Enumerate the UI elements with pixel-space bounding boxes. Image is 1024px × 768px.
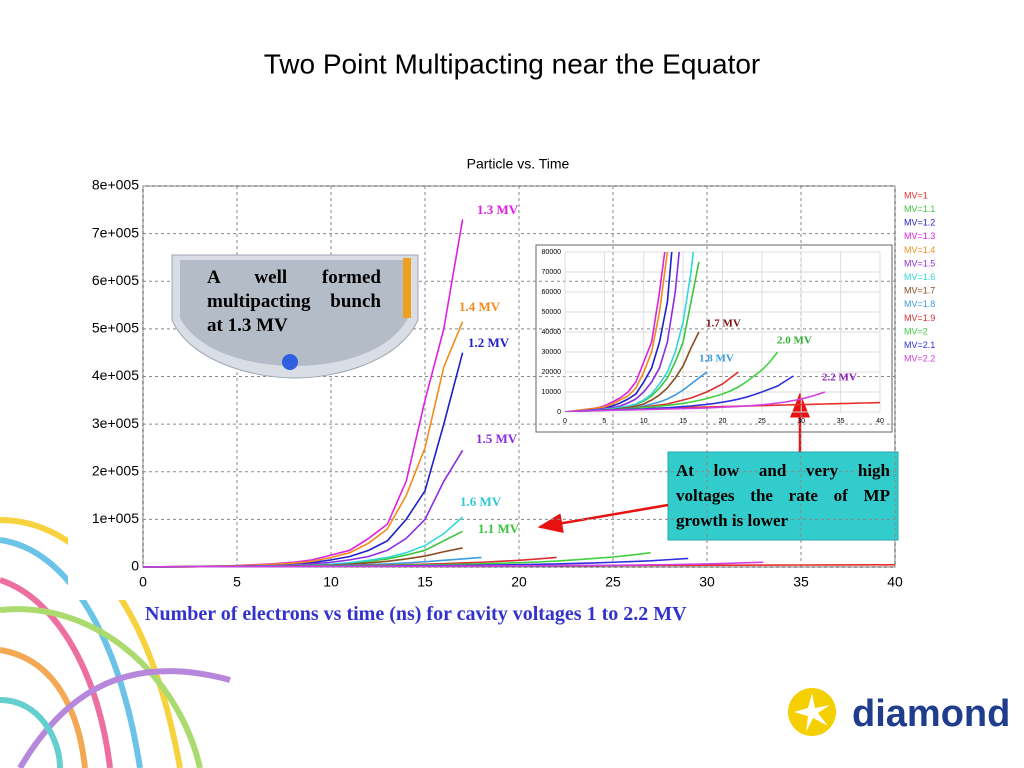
y-tick-label: 80000 [542,249,562,256]
x-tick-label: 30 [797,418,805,425]
legend-label: MV=1.4 [904,245,935,255]
legend-label: MV=1.5 [904,258,935,268]
series-line [142,561,764,568]
x-tick-label: 5 [233,574,241,590]
caption: Number of electrons vs time (ns) for cav… [145,603,687,625]
y-tick-label: 7e+005 [92,224,139,240]
slide-title: Two Point Multipacting near the Equator [264,48,761,79]
y-tick-label: 30000 [542,349,562,356]
legend-label: MV=1.3 [904,231,935,241]
series-line [565,252,669,412]
logo-icon [788,688,836,736]
legend-label: MV=1.7 [904,286,935,296]
y-tick-label: 10000 [542,389,562,396]
y-tick-label: 2e+005 [92,462,139,478]
y-tick-label: 0 [557,409,561,416]
annotation: 2.0 MV [777,335,812,347]
x-tick-label: 35 [793,574,809,590]
annotation: 1.8 MV [699,353,734,365]
y-tick-label: 50000 [542,309,562,316]
legend-label: MV=2.1 [904,340,935,350]
bunch-image [171,254,419,379]
y-tick-label: 6e+005 [92,272,139,288]
x-tick-label: 20 [719,418,727,425]
legend-label: MV=1.8 [904,299,935,309]
x-tick-label: 25 [605,574,621,590]
inset-frame [535,244,893,433]
legend-label: MV=1.1 [904,204,935,214]
x-tick-label: 10 [640,418,648,425]
y-tick-label: 40000 [542,329,562,336]
legend-label: MV=2.2 [904,354,935,364]
inset-lines [565,252,880,412]
image-note: A well formed multipacting bunch at 1.3 … [207,267,381,336]
y-tick-label: 3e+005 [92,415,139,431]
chart-title: Particle vs. Time [467,156,570,172]
annotation: 1.4 MV [459,299,501,314]
legend-label: MV=1.6 [904,272,935,282]
y-tick-label: 20000 [542,369,562,376]
series-line [565,391,826,412]
y-tick-label: 1e+005 [92,510,139,526]
annotation: 2.2 MV [822,372,857,384]
x-tick-label: 40 [887,574,903,590]
x-tick-label: 0 [139,574,147,590]
legend-label: MV=1.2 [904,218,935,228]
x-tick-label: 15 [417,574,433,590]
logo-text: diamond [852,693,1010,735]
y-tick-label: 70000 [542,269,562,276]
x-tick-label: 25 [758,418,766,425]
callout-text: At low and very high voltages the rate o… [676,461,890,530]
y-tick-label: 0 [131,558,139,574]
annotation: 1.6 MV [460,494,502,509]
y-tick-label: 4e+005 [92,367,139,383]
arrow [537,503,669,534]
annotation: 1.5 MV [476,431,518,446]
x-tick-label: 40 [876,418,884,425]
x-tick-label: 5 [602,418,606,425]
annotation: 1.2 MV [468,335,510,350]
annotation: 1.1 MV [478,521,520,536]
x-tick-label: 10 [323,574,339,590]
callout-box [667,451,899,541]
x-tick-label: 0 [563,418,567,425]
legend-label: MV=2 [904,326,928,336]
y-tick-label: 60000 [542,289,562,296]
y-tick-label: 5e+005 [92,320,139,336]
x-tick-label: 15 [679,418,687,425]
legend-label: MV=1 [904,190,928,200]
x-tick-label: 35 [837,418,845,425]
legend-label: MV=1.9 [904,313,935,323]
annotation: 1.7 MV [706,318,741,330]
annotation: 1.3 MV [477,202,519,217]
x-tick-label: 20 [511,574,527,590]
x-tick-label: 30 [699,574,715,590]
y-tick-label: 8e+005 [92,177,139,193]
